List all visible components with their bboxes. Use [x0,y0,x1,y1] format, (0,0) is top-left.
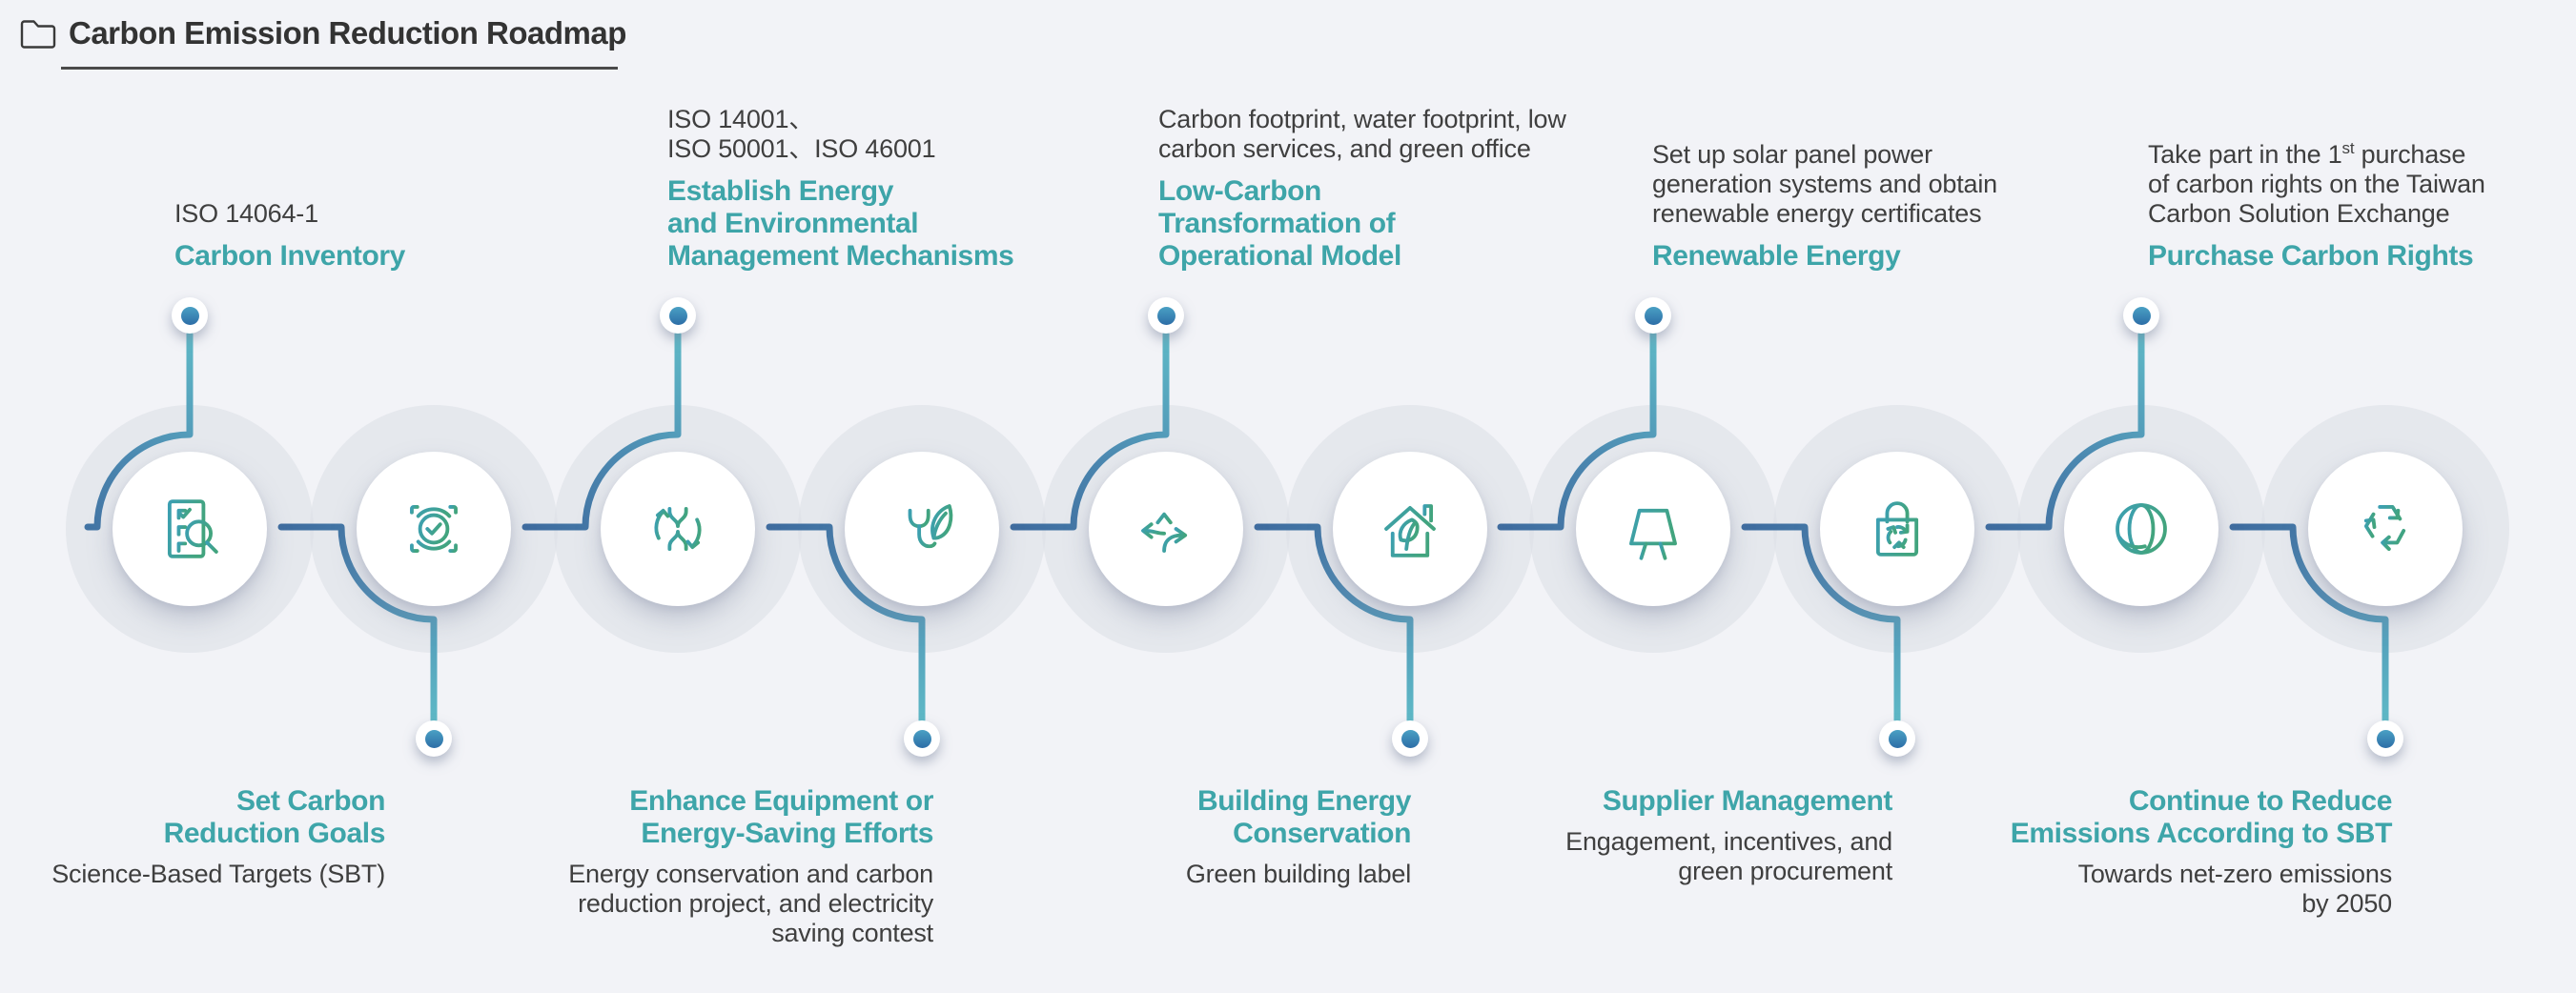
milestone-dot [1392,720,1428,757]
step-subtext: Carbon Solution Exchange [2148,199,2450,228]
step-subtext: Set up solar panel power [1652,140,1932,169]
step-circle-supplier-management [1820,452,1974,606]
step-circle-continue-reduce-emissions [2308,452,2463,606]
step-title: Carbon Inventory [174,240,405,272]
step-subtext: Engagement, incentives, and [1565,827,1892,856]
solar-panel-icon [1629,508,1677,560]
recycle-arrows-icon [2363,505,2406,552]
milestone-dot-core [424,729,443,748]
folder-icon [20,20,56,49]
globe-icon [2116,503,2167,555]
milestone-dot-core [1888,729,1907,748]
title-underline [61,67,618,70]
step-circle-enhance-equipment [845,452,999,606]
step-label-building-energy-conservation: Building Energy Conservation Green build… [1185,785,1412,889]
step-title: Emissions According to SBT [2010,818,2393,849]
step-title: Set Carbon [235,785,385,817]
step-circle-renewable-energy [1576,452,1730,606]
milestone-dot-core [1156,306,1176,325]
step-subtext: Science-Based Targets (SBT) [51,860,385,888]
milestone-dot-core [180,306,199,325]
step-subtext: Carbon footprint, water footprint, low [1158,105,1566,133]
step-label-carbon-inventory: ISO 14064-1 Carbon Inventory [174,86,405,273]
step-subtext: carbon services, and green office [1158,134,1531,163]
step-title: Energy-Saving Efforts [641,818,933,849]
step-subtext: green procurement [1678,857,1892,885]
step-subtext: Towards net-zero emissions [2077,860,2393,888]
step-label-renewable-energy: Set up solar panel power generation syst… [1652,86,1997,273]
step-title: Transformation of [1158,208,1396,239]
step-title: Operational Model [1158,240,1401,272]
step-circle-low-carbon-transformation [1089,452,1243,606]
milestone-dot-core [2132,306,2151,325]
step-subtext: Energy conservation and carbon [568,860,933,888]
step-circle-set-carbon-reduction-goals [357,452,511,606]
branching-arrows-icon [1141,512,1188,558]
step-subtext: Green building label [1185,860,1411,888]
step-title: Enhance Equipment or [629,785,933,817]
target-check-icon [400,496,467,562]
milestone-dot-core [668,306,687,325]
step-title: Building Energy [1196,785,1411,817]
step-subtext: renewable energy certificates [1652,199,1982,228]
milestone-dot [2123,297,2159,334]
hourglass-cycle-icon [654,506,702,552]
milestone-dot [1879,720,1915,757]
plug-leaf-icon [905,499,953,549]
page-header: Carbon Emission Reduction Roadmap [19,15,626,51]
step-subtext: by 2050 [2301,889,2392,918]
house-leaf-icon [1384,504,1436,557]
step-title: Low-Carbon [1158,175,1321,207]
step-circle-establish-energy-management [601,452,755,606]
milestone-dot [904,720,940,757]
step-title: Purchase Carbon Rights [2148,240,2474,272]
step-subtext: Take part in the 1st purchase [2148,139,2466,169]
step-label-set-carbon-reduction-goals: Set Carbon Reduction Goals Science-Based… [51,785,385,889]
step-title: Continue to Reduce [2128,785,2393,817]
milestone-dot [660,297,696,334]
milestone-dot [172,297,208,334]
step-subtext: generation systems and obtain [1652,170,1997,198]
step-subtext: saving contest [771,919,933,947]
step-subtext: of carbon rights on the Taiwan [2148,170,2485,198]
milestone-dot-core [1400,729,1420,748]
step-label-establish-energy-management: ISO 14001、 ISO 50001、ISO 46001 Establish… [667,86,1014,273]
milestone-dot-core [912,729,931,748]
milestone-dot [1635,297,1671,334]
step-circle-building-energy-conservation [1333,452,1487,606]
milestone-dot [2367,720,2403,757]
step-label-enhance-equipment: Enhance Equipment or Energy-Saving Effor… [568,785,933,948]
page-title: Carbon Emission Reduction Roadmap [69,15,626,51]
step-title: Reduction Goals [163,818,386,849]
step-title: Renewable Energy [1652,240,1901,272]
step-circle-purchase-carbon-rights [2064,452,2218,606]
milestone-dot [1148,297,1184,334]
milestone-dot-core [1644,306,1663,325]
step-title: Establish Energy [667,175,894,207]
step-circle-carbon-inventory [112,452,267,606]
document-search-icon [167,499,218,558]
step-subtext: ISO 50001、ISO 46001 [667,134,936,163]
step-label-low-carbon-transformation: Carbon footprint, water footprint, low c… [1158,86,1566,273]
step-label-continue-reduce-emissions: Continue to Reduce Emissions According t… [2010,785,2393,919]
step-subtext: ISO 14064-1 [174,199,318,228]
bag-recycle-icon [1875,501,1919,557]
step-title: Management Mechanisms [667,240,1014,272]
step-title: and Environmental [667,208,919,239]
step-title: Supplier Management [1602,785,1893,817]
step-title: Conservation [1233,818,1411,849]
milestone-dot [416,720,452,757]
step-label-purchase-carbon-rights: Take part in the 1st purchase of carbon … [2148,86,2485,273]
step-subtext: ISO 14001、 [667,105,815,133]
milestone-dot-core [2376,729,2395,748]
step-label-supplier-management: Supplier Management Engagement, incentiv… [1565,785,1892,886]
step-subtext: reduction project, and electricity [578,889,933,918]
